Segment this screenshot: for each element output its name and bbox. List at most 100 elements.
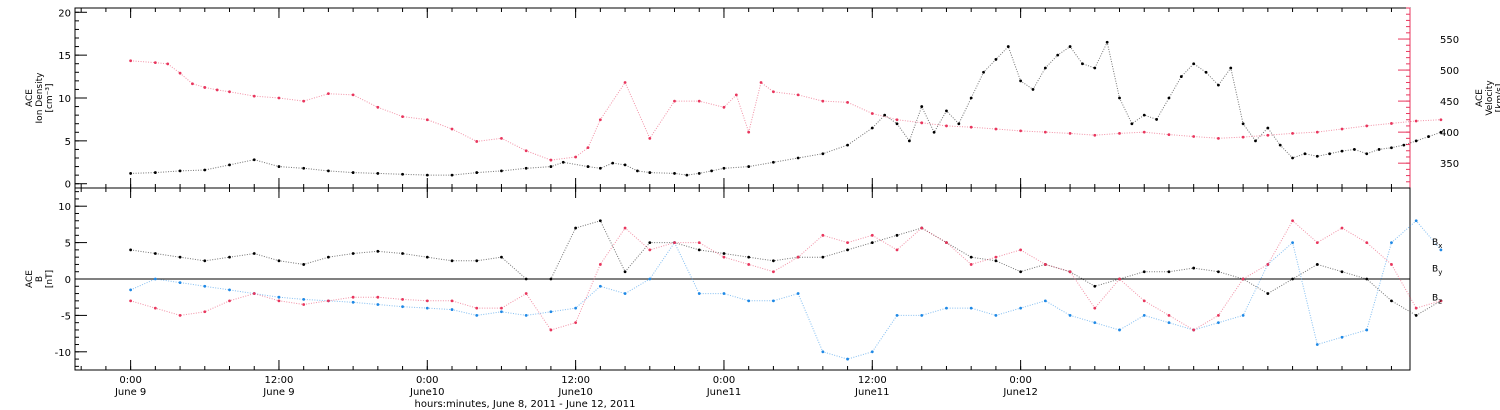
data-point xyxy=(1105,40,1109,44)
data-point xyxy=(1118,131,1121,135)
data-point xyxy=(1118,328,1121,332)
data-point xyxy=(1068,45,1072,48)
data-point xyxy=(598,263,602,266)
data-point xyxy=(1439,248,1443,252)
data-point xyxy=(648,136,652,140)
data-point xyxy=(1093,284,1097,288)
x-tick-date: June 9 xyxy=(262,387,294,398)
series-bz xyxy=(129,219,1443,332)
data-point xyxy=(1142,314,1146,317)
right-axis-title-line: Velocity xyxy=(1485,80,1495,116)
x-tick-time: 0:00 xyxy=(119,375,141,386)
data-point xyxy=(636,169,639,173)
data-point xyxy=(994,58,998,61)
data-point xyxy=(747,130,751,134)
data-point xyxy=(870,112,874,115)
data-point xyxy=(1291,241,1294,245)
data-point xyxy=(228,255,231,259)
data-point xyxy=(153,252,157,255)
data-point xyxy=(895,233,899,237)
data-point xyxy=(1315,130,1319,134)
x-tick-time: 12:00 xyxy=(265,375,294,386)
data-point xyxy=(524,292,528,295)
data-point xyxy=(327,299,330,303)
data-point xyxy=(129,288,133,292)
data-point xyxy=(1365,277,1369,281)
data-point xyxy=(586,146,590,150)
data-point xyxy=(153,171,157,174)
data-point xyxy=(351,171,355,174)
x-tick-time: 12:00 xyxy=(561,375,590,386)
left-axis-title-line: ACE xyxy=(25,89,35,107)
data-point xyxy=(1093,306,1097,310)
data-point xyxy=(252,292,256,295)
data-point xyxy=(772,90,775,94)
data-point xyxy=(920,105,924,108)
data-point xyxy=(1043,299,1047,303)
data-point xyxy=(1204,70,1208,74)
data-point xyxy=(500,310,503,314)
data-point xyxy=(376,295,380,299)
x-tick-time: 0:00 xyxy=(416,375,438,386)
data-point xyxy=(178,255,182,259)
data-point xyxy=(697,248,701,252)
data-point xyxy=(1056,53,1060,57)
data-point xyxy=(870,241,874,245)
data-point xyxy=(870,350,874,354)
data-point xyxy=(1278,143,1282,147)
data-point xyxy=(425,306,429,310)
right-tick-label: 450 xyxy=(1440,97,1459,108)
data-point xyxy=(846,248,849,252)
data-point xyxy=(1365,124,1369,128)
data-point xyxy=(1068,270,1072,274)
data-point xyxy=(1068,131,1072,135)
right-axis-title-line: [km/s] xyxy=(1495,84,1500,113)
data-point xyxy=(351,295,355,299)
data-point xyxy=(932,130,936,134)
data-point xyxy=(821,350,825,354)
data-point xyxy=(376,172,380,175)
data-point xyxy=(846,241,849,245)
data-point xyxy=(549,277,553,281)
data-point xyxy=(327,169,330,173)
data-point xyxy=(475,171,479,174)
data-point xyxy=(1167,96,1171,100)
data-point xyxy=(759,81,763,84)
left-axis-title-line: B xyxy=(35,276,45,282)
data-point xyxy=(697,241,701,245)
data-point xyxy=(1414,314,1418,317)
data-point xyxy=(648,277,652,281)
data-point xyxy=(1217,83,1220,87)
data-point xyxy=(1167,314,1171,317)
data-point xyxy=(1142,113,1146,117)
data-point xyxy=(1439,118,1443,122)
data-point xyxy=(228,90,231,94)
data-point xyxy=(277,299,281,303)
data-point xyxy=(870,233,874,237)
data-point xyxy=(475,140,479,143)
data-point xyxy=(524,166,528,170)
data-point xyxy=(1142,299,1146,303)
data-point xyxy=(1179,75,1183,78)
left-axis-title: ACE Ion Density [cm⁻³] xyxy=(25,72,55,124)
data-point xyxy=(1167,321,1171,325)
data-point xyxy=(673,99,676,103)
data-point xyxy=(821,152,825,156)
data-point xyxy=(796,93,800,97)
data-point xyxy=(1291,156,1294,160)
data-point xyxy=(401,172,404,176)
data-point xyxy=(1155,118,1158,121)
data-point xyxy=(1081,62,1084,66)
data-point xyxy=(722,292,726,295)
data-point xyxy=(883,113,887,117)
data-point xyxy=(1402,143,1406,147)
data-point xyxy=(1019,248,1023,252)
data-point xyxy=(969,255,973,259)
data-point xyxy=(1439,299,1443,303)
data-point xyxy=(574,306,578,310)
data-point xyxy=(500,136,503,140)
data-point xyxy=(228,288,231,292)
data-point xyxy=(920,121,924,125)
